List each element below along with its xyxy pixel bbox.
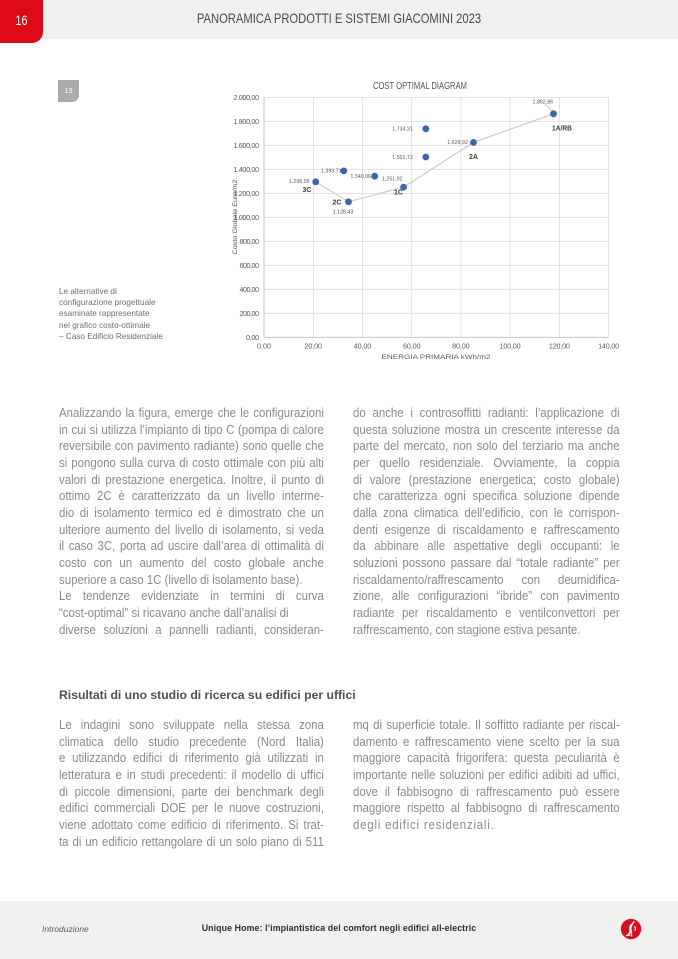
svg-text:40,00: 40,00 [354, 342, 372, 351]
svg-text:ENERGIA PRIMARIA kWh/m2: ENERGIA PRIMARIA kWh/m2 [382, 354, 491, 361]
svg-text:200,00: 200,00 [240, 309, 260, 318]
svg-text:60,00: 60,00 [403, 342, 421, 351]
svg-text:COST OPTIMAL DIAGRAM: COST OPTIMAL DIAGRAM [373, 81, 467, 92]
svg-text:0,00: 0,00 [246, 333, 259, 342]
svg-text:2A: 2A [469, 154, 478, 161]
svg-text:Costo Globale Euro/m2: Costo Globale Euro/m2 [232, 179, 239, 254]
svg-text:800,00: 800,00 [240, 237, 260, 246]
svg-text:100,00: 100,00 [500, 342, 521, 351]
svg-text:1.600,00: 1.600,00 [234, 141, 260, 150]
svg-text:1.200,00: 1.200,00 [234, 189, 260, 198]
svg-text:3C: 3C [303, 187, 312, 194]
svg-text:600,00: 600,00 [240, 261, 260, 270]
svg-text:1A/RB: 1A/RB [552, 126, 572, 133]
svg-text:20,00: 20,00 [305, 342, 323, 351]
svg-text:1.000,00: 1.000,00 [234, 213, 260, 222]
svg-text:120,00: 120,00 [549, 342, 570, 351]
svg-text:2C: 2C [333, 200, 342, 207]
svg-text:140,00: 140,00 [598, 342, 619, 351]
svg-text:1.734,31: 1.734,31 [392, 127, 413, 133]
svg-text:1.862,86: 1.862,86 [533, 100, 554, 106]
svg-text:1.628,92: 1.628,92 [447, 140, 468, 146]
svg-text:1.501,72: 1.501,72 [392, 155, 413, 161]
svg-text:1.298,05: 1.298,05 [289, 179, 310, 185]
svg-text:1.128,43: 1.128,43 [333, 209, 354, 215]
svg-text:80,00: 80,00 [452, 342, 470, 351]
svg-text:1.340,06: 1.340,06 [351, 174, 372, 180]
svg-text:400,00: 400,00 [240, 285, 260, 294]
svg-text:1.800,00: 1.800,00 [234, 117, 260, 126]
svg-text:2.000,00: 2.000,00 [234, 93, 260, 102]
svg-text:1.251,92: 1.251,92 [382, 177, 403, 183]
svg-text:1C: 1C [394, 190, 403, 197]
svg-text:1.393,71: 1.393,71 [321, 169, 342, 175]
svg-text:1.400,00: 1.400,00 [234, 165, 260, 174]
svg-text:0,00: 0,00 [257, 342, 271, 351]
